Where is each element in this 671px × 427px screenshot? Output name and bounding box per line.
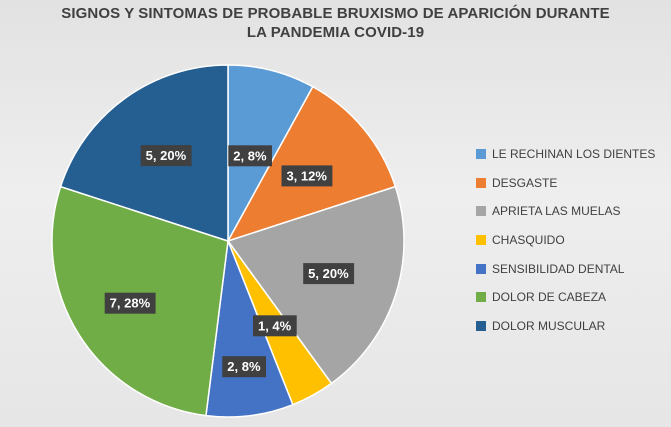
- legend-label-6: DOLOR DE CABEZA: [492, 290, 607, 305]
- legend-swatch-4: [476, 235, 486, 246]
- legend-label-7: DOLOR MUSCULAR: [492, 318, 606, 333]
- data-label-text-6: 7, 28%: [110, 296, 151, 311]
- legend-swatch-2: [476, 177, 486, 188]
- chart-legend: LE RECHINAN LOS DIENTES DESGASTE APRIETA L…: [476, 140, 671, 340]
- chart-title: SIGNOS Y SINTOMAS DE PROBABLE BRUXISMO D…: [0, 4, 671, 42]
- legend-item-2: DESGASTE: [476, 169, 671, 198]
- data-label-text-1: 2, 8%: [233, 148, 267, 163]
- legend-label-2: DESGASTE: [492, 175, 558, 190]
- legend-label-1: LE RECHINAN LOS DIENTES: [492, 147, 656, 162]
- chart-title-line-1: SIGNOS Y SINTOMAS DE PROBABLE BRUXISMO D…: [61, 5, 610, 22]
- data-label-1: 2, 8%: [228, 145, 272, 167]
- data-label-box-3: [303, 263, 355, 285]
- legend-label-3: APRIETA LAS MUELAS: [492, 204, 621, 219]
- data-label-6: 7, 28%: [104, 292, 156, 314]
- chart-title-line-2: LA PANDEMIA COVID-19: [246, 24, 425, 41]
- data-label-box-7: [140, 145, 192, 167]
- data-label-4: 1, 4%: [253, 315, 297, 337]
- data-label-box-1: [228, 145, 272, 167]
- legend-swatch-6: [476, 292, 486, 303]
- data-label-5: 2, 8%: [222, 356, 266, 378]
- data-label-text-4: 1, 4%: [258, 318, 292, 333]
- legend-item-1: LE RECHINAN LOS DIENTES: [476, 140, 671, 169]
- data-label-3: 5, 20%: [303, 263, 355, 285]
- legend-label-4: CHASQUIDO: [492, 233, 565, 248]
- data-label-box-5: [222, 356, 266, 378]
- data-label-box-6: [104, 292, 156, 314]
- legend-item-5: SENSIBILIDAD DENTAL: [476, 254, 671, 283]
- legend-label-5: SENSIBILIDAD DENTAL: [492, 261, 625, 276]
- data-label-text-5: 2, 8%: [227, 359, 261, 374]
- legend-item-4: CHASQUIDO: [476, 226, 671, 255]
- data-label-text-2: 3, 12%: [286, 168, 327, 183]
- data-label-box-2: [281, 165, 333, 187]
- pie-slice-2: [226, 85, 397, 243]
- legend-swatch-3: [476, 206, 486, 217]
- pie-slice-3: [226, 185, 405, 385]
- legend-item-3: APRIETA LAS MUELAS: [476, 197, 671, 226]
- legend-swatch-5: [476, 263, 486, 274]
- legend-swatch-1: [476, 149, 486, 160]
- legend-item-6: DOLOR DE CABEZA: [476, 283, 671, 312]
- data-label-box-4: [253, 315, 297, 337]
- legend-item-7: DOLOR MUSCULAR: [476, 312, 671, 341]
- data-label-text-7: 5, 20%: [146, 148, 187, 163]
- data-label-7: 5, 20%: [140, 145, 192, 167]
- pie-data-labels: 2, 8% 3, 12% 5, 20% 1, 4% 2, 8% 7, 28% 5, 20%: [104, 145, 355, 378]
- legend-swatch-7: [476, 320, 486, 331]
- data-label-2: 3, 12%: [281, 165, 333, 187]
- data-label-text-3: 5, 20%: [308, 266, 349, 281]
